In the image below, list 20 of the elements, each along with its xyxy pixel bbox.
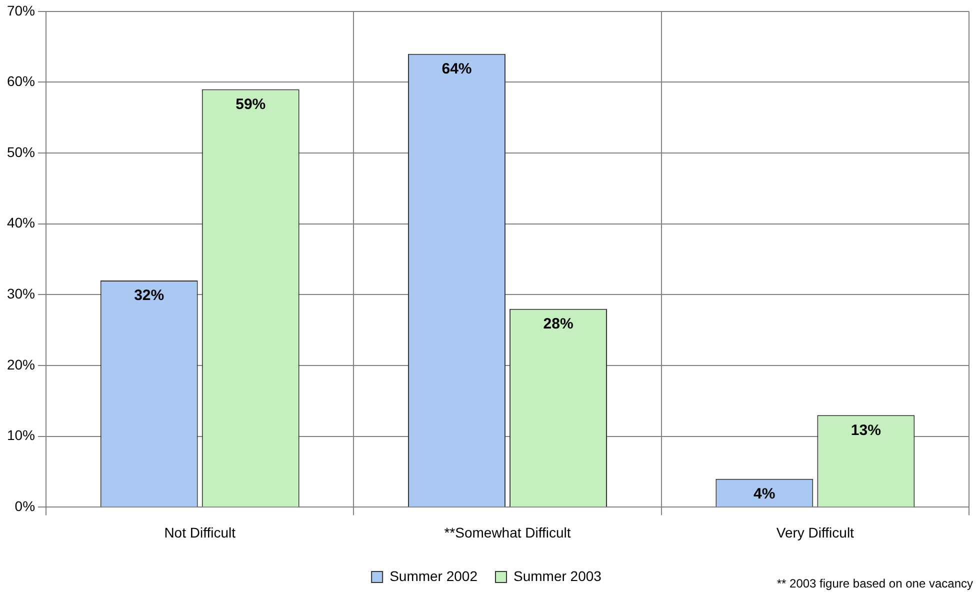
data-label: 4% [754,486,776,503]
y-tick-label: 50% [6,144,36,160]
y-tick-label: 20% [6,356,36,372]
y-tick-label: 40% [6,214,36,231]
data-label: 32% [134,287,164,304]
data-label: 59% [236,96,266,113]
y-tick-label: 30% [6,286,36,302]
y-tick-label: 60% [6,73,36,90]
text: ** 2003 figure based on one vacancy [776,576,973,590]
x-tick-label: **Somewhat Difficult [444,524,571,540]
x-tick-label: Not Difficult [164,524,236,540]
y-tick-label: 0% [14,498,36,514]
data-label: 64% [442,60,472,78]
data-label: 28% [543,316,574,333]
data-label: 13% [850,422,881,439]
y-tick-label: 70% [6,2,36,18]
legend-label: Summer 2002 [390,568,478,584]
y-tick-label: 10% [6,427,36,444]
legend-label: Summer 2003 [514,568,602,584]
x-tick-label: Very Difficult [776,524,854,540]
